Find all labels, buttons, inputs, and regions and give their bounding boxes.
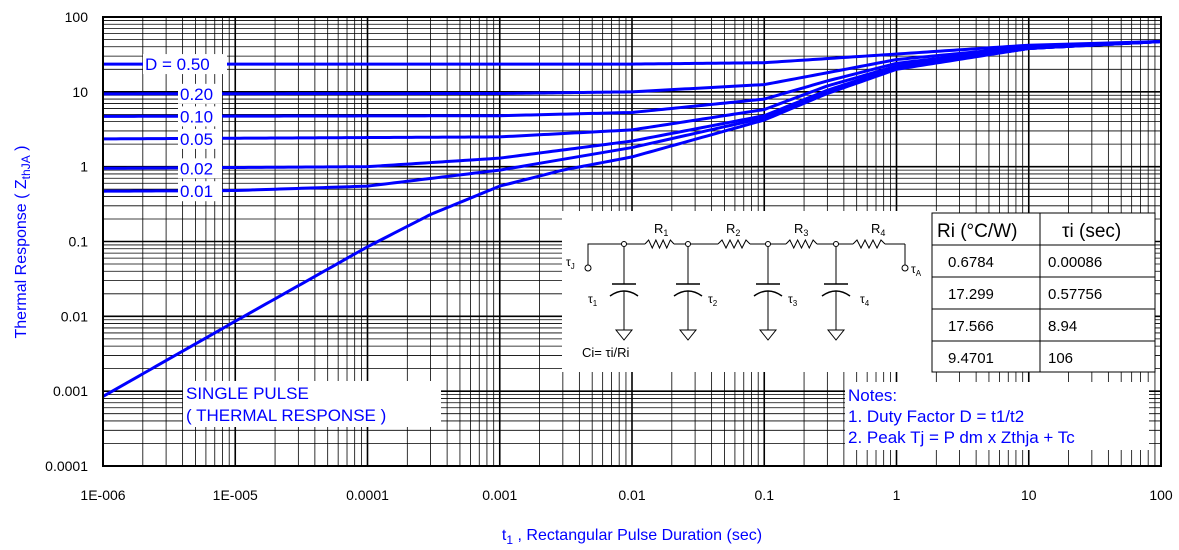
line-label-background [178,181,222,202]
circuit-node [685,241,691,247]
resistor-symbol [644,238,675,250]
table-cell: 0.00086 [1048,254,1102,271]
tau-a-terminal [901,264,909,272]
ground-symbol [614,329,634,341]
ground-symbol [826,329,846,341]
line-label: D = 0.50 [145,55,210,74]
ground-symbol [758,329,778,341]
x-tick-label: 0.1 [755,487,775,503]
x-axis-label: t1 , Rectangular Pulse Duration (sec) [502,527,762,547]
note-line: 1. Duty Factor D = t1/t2 [848,407,1024,426]
notes-background [845,382,1149,450]
tick-labels: 1E-006 1E-005 0.0001 0.001 0.01 0.1 1 10 100 0.00… [45,9,1173,503]
line-label: 0.05 [180,130,213,149]
table-header: Ri (°C/W) [937,221,1017,242]
table-header: τi (sec) [1062,221,1121,242]
capacitor-tau-label: τ2 [708,292,718,308]
table-cell: 17.566 [948,318,994,335]
annotations: D = 0.50 0.20 0.10 0.05 0.02 0.01 SINGLE PULSE… [143,54,1149,450]
circuit-node [621,241,627,247]
ground-symbol [678,329,698,341]
ri-tau-table: Ri (°C/W) τi (sec) 0.6784 0.00086 17.299 0.57… [931,212,1156,373]
table-cell: 8.94 [1048,318,1077,335]
table-cell: 9.4701 [948,350,994,367]
x-tick-label: 0.001 [482,487,517,503]
y-tick-label: 0.0001 [45,458,88,474]
table-cell: 106 [1048,350,1073,367]
y-tick-label: 0.001 [53,383,88,399]
note-line: 2. Peak Tj = P dm x Zthja + Tc [848,428,1075,447]
table-cell: 0.6784 [948,254,994,271]
resistor-symbol [717,238,751,250]
x-tick-label: 0.0001 [346,487,389,503]
single-pulse-label-background [183,381,441,427]
x-tick-label: 1E-005 [213,487,258,503]
series-lines [102,40,1162,398]
note-line: Notes: [848,386,897,405]
tau-j-terminal [584,264,592,272]
table-cell: 0.57756 [1048,286,1102,303]
line-label-background [178,83,222,104]
capacitor-tau-label: τ4 [860,292,870,308]
tau-a-label: τA [911,262,922,278]
resistor-symbol [852,238,886,250]
circuit-wire [587,243,624,265]
circuit-node [765,241,771,247]
x-tick-label: 1E-006 [80,487,125,503]
capacitance-formula: Ci= τi/Ri [582,345,630,360]
y-tick-label: 0.1 [69,234,89,250]
series-line-d-0-50 [103,40,1162,66]
plot-frame [102,16,1162,467]
circuit-node [833,241,839,247]
line-label-background [143,54,227,75]
x-tick-label: 10 [1021,487,1037,503]
capacitor-tau-label: τ1 [588,292,598,308]
single-pulse-sublabel: ( THERMAL RESPONSE ) [186,406,386,425]
line-label: 0.20 [180,85,213,104]
line-label: 0.02 [180,159,213,178]
line-label-background [178,158,222,179]
series-line-single-pulse [102,40,1162,398]
y-tick-label: 10 [72,84,88,100]
single-pulse-label: SINGLE PULSE [186,384,309,403]
line-label: 0.01 [180,182,213,201]
resistor-symbol [785,238,818,250]
table-border [931,212,1156,373]
line-label: 0.10 [180,107,213,126]
y-tick-label: 1 [80,159,88,175]
capacitor-tau-label: τ3 [788,292,798,308]
line-label-background [178,128,222,149]
series-line-0-20 [103,40,1162,96]
y-axis-label: Thermal Response ( ZthJA ) [13,146,33,339]
line-label-background [178,106,222,127]
x-tick-label: 1 [893,487,901,503]
y-tick-label: 0.01 [61,308,88,324]
x-tick-label: 100 [1149,487,1173,503]
x-tick-label: 0.01 [618,487,645,503]
y-tick-label: 100 [65,9,89,25]
tau-j-label: τJ [566,255,575,271]
table-cell: 17.299 [948,286,994,303]
